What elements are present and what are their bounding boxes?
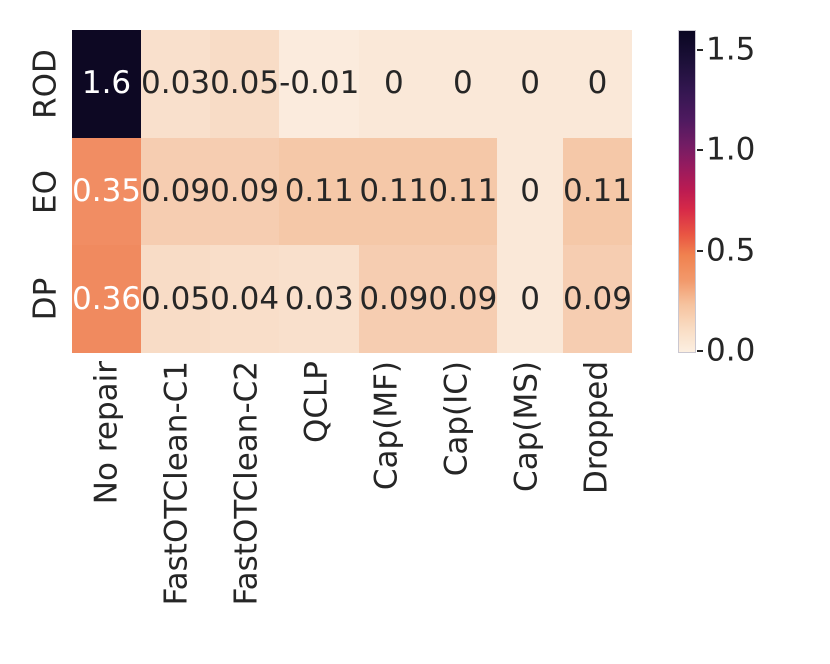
cell-annotation: 0: [520, 280, 541, 317]
cell-annotation: 0.36: [72, 280, 142, 317]
heatmap-cell: 0.36: [72, 245, 142, 353]
colorbar: [678, 30, 696, 353]
heatmap-cell: 0: [497, 245, 563, 353]
heatmap-cell: 0.11: [562, 137, 632, 246]
heatmap-cell: 0.03: [279, 245, 360, 353]
colorbar-tick: [697, 349, 703, 352]
y-tick-label: EO: [27, 169, 64, 214]
cell-annotation: 0: [383, 65, 404, 102]
colorbar-gradient: [679, 31, 695, 352]
heatmap-cell: 0: [562, 30, 632, 138]
cell-annotation: 0.05: [210, 65, 280, 102]
heatmap-cell: 0.04: [210, 245, 280, 353]
x-tick-label: Cap(MS): [508, 361, 545, 492]
cell-annotation: 0.09: [562, 280, 632, 317]
cell-annotation: 0: [452, 65, 473, 102]
heatmap-cell: 0.11: [428, 137, 498, 246]
colorbar-tick: [697, 49, 703, 52]
heatmap-cell: 0: [359, 30, 429, 138]
colorbar-tick: [697, 249, 703, 252]
cell-annotation: 0.03: [284, 280, 354, 317]
x-tick-label: Cap(MF): [368, 361, 405, 491]
heatmap-cell: 0: [428, 30, 498, 138]
colorbar-tick: [697, 149, 703, 152]
colorbar-tick-label: 1.0: [706, 131, 756, 168]
heatmap-cell: 0.11: [279, 137, 360, 246]
colorbar-tick-label: 0.0: [706, 332, 756, 369]
cell-annotation: 0.35: [72, 172, 142, 209]
heatmap-cell: 0.09: [428, 245, 498, 353]
heatmap-cell: 1.6: [72, 30, 142, 138]
cell-annotation: 0.11: [359, 172, 429, 209]
colorbar-tick-label: 1.5: [706, 31, 756, 68]
cell-annotation: -0.01: [279, 65, 360, 102]
x-tick-label: No repair: [88, 361, 125, 505]
cell-annotation: 0.05: [141, 280, 211, 317]
cell-annotation: 1.6: [81, 65, 132, 102]
heatmap-cell: 0.09: [141, 137, 211, 246]
cell-annotation: 0: [587, 65, 608, 102]
heatmap-cell: 0.09: [562, 245, 632, 353]
cell-annotation: 0.04: [210, 280, 280, 317]
cell-annotation: 0.09: [428, 280, 498, 317]
heatmap-grid: 1.6 0.03 0.05 -0.01 0 0 0 0 0.35 0.09 0.09 0.11 0.11…: [72, 30, 632, 353]
colorbar-tick-label: 0.5: [706, 232, 756, 269]
heatmap-cell: 0: [497, 137, 563, 246]
x-tick-label: Cap(IC): [438, 361, 475, 477]
heatmap-cell: 0.09: [210, 137, 280, 246]
heatmap-cell: 0: [497, 30, 563, 138]
heatmap-cell: 0.03: [141, 30, 211, 138]
heatmap-cell: 0.05: [210, 30, 280, 138]
cell-annotation: 0: [520, 65, 541, 102]
heatmap-cell: 0.11: [359, 137, 429, 246]
y-tick-label: ROD: [27, 48, 64, 119]
x-tick-label: QCLP: [298, 361, 335, 444]
cell-annotation: 0.11: [428, 172, 498, 209]
heatmap-cell: 0.35: [72, 137, 142, 246]
cell-annotation: 0.11: [562, 172, 632, 209]
heatmap-cell: -0.01: [279, 30, 360, 138]
heatmap-cell: 0.05: [141, 245, 211, 353]
cell-annotation: 0.09: [210, 172, 280, 209]
cell-annotation: 0.11: [284, 172, 354, 209]
x-tick-label: Dropped: [578, 361, 615, 495]
cell-annotation: 0.03: [141, 65, 211, 102]
heatmap-cell: 0.09: [359, 245, 429, 353]
cell-annotation: 0.09: [359, 280, 429, 317]
x-tick-label: FastOTClean-C2: [228, 361, 265, 606]
cell-annotation: 0.09: [141, 172, 211, 209]
x-tick-label: FastOTClean-C1: [158, 361, 195, 606]
cell-annotation: 0: [520, 172, 541, 209]
y-tick-label: DP: [27, 277, 64, 321]
